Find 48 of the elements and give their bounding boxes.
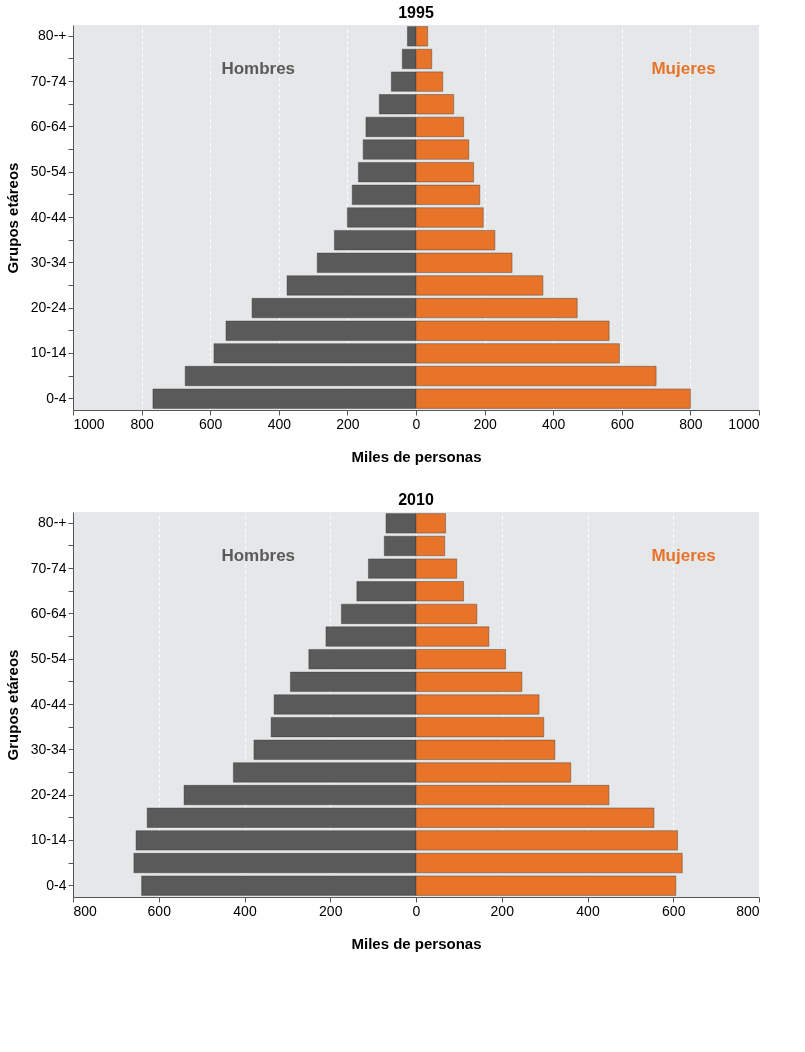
x-tick-label: 800 — [73, 902, 98, 919]
chart-title: 1995 — [398, 4, 434, 21]
x-tick-label: 1000 — [728, 415, 760, 432]
x-tick-label: 200 — [473, 415, 497, 432]
x-tick-label: 400 — [233, 902, 257, 919]
y-axis-title: Grupos etáreos — [3, 162, 21, 274]
x-axis-title: Miles de personas — [351, 447, 482, 465]
y-tick-label: 10-14 — [30, 831, 67, 848]
x-tick-label: 1000 — [73, 415, 105, 432]
y-tick-label: 30-34 — [30, 253, 67, 270]
x-tick-label: 800 — [130, 415, 154, 432]
y-tick-label: 50-54 — [30, 650, 67, 667]
x-tick-label: 600 — [199, 415, 223, 432]
text: Hombres — [221, 546, 296, 566]
y-tick-label: 0-4 — [46, 876, 67, 893]
y-tick-label: 10-14 — [30, 344, 67, 361]
x-tick-label: 0 — [412, 902, 421, 919]
y-tick-label: 70-74 — [30, 72, 67, 89]
x-tick-label: 400 — [576, 902, 600, 919]
y-tick-label: 60-64 — [30, 604, 67, 621]
x-tick-label: 600 — [662, 902, 686, 919]
y-tick-label: 30-34 — [30, 740, 67, 757]
y-tick-label: 80-+ — [38, 27, 67, 44]
y-tick-label: 40-44 — [30, 695, 67, 712]
x-tick-label: 200 — [336, 415, 360, 432]
x-tick-label: 400 — [542, 415, 566, 432]
y-tick-label: 80-+ — [38, 514, 67, 531]
y-tick-label: 20-24 — [30, 786, 67, 803]
x-tick-label: 800 — [736, 902, 760, 919]
x-tick-label: 400 — [267, 415, 292, 432]
text: Mujeres — [651, 59, 716, 79]
chart-title: 2010 — [398, 491, 434, 508]
y-tick-label: 20-24 — [30, 299, 67, 316]
text: Mujeres — [651, 546, 716, 566]
y-tick-label: 0-4 — [46, 389, 67, 406]
text: Hombres — [221, 59, 296, 79]
x-tick-label: 600 — [147, 902, 172, 919]
x-tick-label: 200 — [319, 902, 343, 919]
x-tick-label: 0 — [412, 415, 421, 432]
y-tick-label: 40-44 — [30, 208, 67, 225]
y-axis-title: Grupos etáreos — [3, 649, 21, 761]
x-tick-label: 800 — [679, 415, 703, 432]
y-tick-label: 60-64 — [30, 117, 67, 134]
y-tick-label: 50-54 — [30, 163, 67, 180]
y-tick-label: 70-74 — [30, 559, 67, 576]
x-tick-label: 600 — [610, 415, 635, 432]
x-axis-title: Miles de personas — [351, 934, 482, 952]
x-tick-label: 200 — [490, 902, 515, 919]
